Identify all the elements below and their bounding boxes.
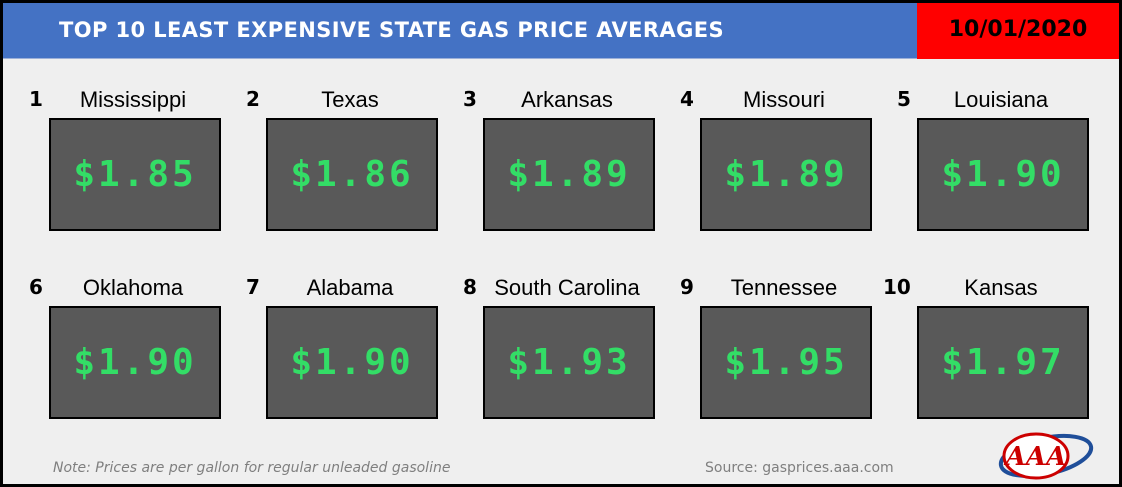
price-card: 2 Texas $1.86 (246, 87, 438, 277)
price-value: $1.95 (724, 342, 848, 383)
rank-number: 3 (463, 87, 477, 111)
svg-text:AAA: AAA (1003, 442, 1067, 472)
price-value: $1.90 (73, 342, 197, 383)
price-card: 10 Kansas $1.97 (883, 275, 1089, 465)
price-display: $1.86 (266, 118, 438, 231)
state-name: South Carolina (494, 275, 640, 300)
price-display: $1.93 (483, 306, 655, 419)
rank-number: 5 (897, 87, 911, 111)
rank-number: 6 (29, 275, 43, 299)
price-display: $1.89 (700, 118, 872, 231)
page-title: TOP 10 LEAST EXPENSIVE STATE GAS PRICE A… (59, 18, 724, 42)
state-name: Oklahoma (82, 275, 184, 300)
price-value: $1.90 (290, 342, 414, 383)
date-label: 10/01/2020 (948, 17, 1088, 42)
price-card: 9 Tennessee $1.95 (680, 275, 872, 465)
price-value: $1.86 (290, 154, 414, 195)
price-card: 7 Alabama $1.90 (246, 275, 438, 465)
price-value: $1.97 (941, 342, 1065, 383)
price-card: 5 Louisiana $1.90 (897, 87, 1089, 277)
price-display: $1.90 (49, 306, 221, 419)
price-value: $1.89 (507, 154, 631, 195)
rank-number: 1 (29, 87, 43, 111)
price-card: 6 Oklahoma $1.90 (29, 275, 221, 465)
state-name: Louisiana (953, 87, 1049, 112)
price-value: $1.90 (941, 154, 1065, 195)
price-display: $1.90 (917, 118, 1089, 231)
price-card: 4 Missouri $1.89 (680, 87, 872, 277)
price-display: $1.89 (483, 118, 655, 231)
state-name: Mississippi (79, 87, 187, 112)
footnote: Note: Prices are per gallon for regular … (53, 460, 451, 476)
price-card: 8 South Carolina $1.93 (463, 275, 655, 465)
rank-number: 4 (680, 87, 694, 111)
state-name: Arkansas (521, 87, 613, 112)
state-name: Texas (321, 87, 379, 112)
header: TOP 10 LEAST EXPENSIVE STATE GAS PRICE A… (3, 3, 1119, 59)
source-credit: Source: gasprices.aaa.com (705, 460, 894, 476)
price-display: $1.90 (266, 306, 438, 419)
state-name: Missouri (743, 87, 825, 112)
aaa-logo-icon: AAA (998, 432, 1094, 480)
price-value: $1.85 (73, 154, 197, 195)
state-name: Kansas (964, 275, 1038, 300)
price-card: 1 Mississippi $1.85 (29, 87, 221, 277)
state-name: Tennessee (730, 275, 838, 300)
title-bar: TOP 10 LEAST EXPENSIVE STATE GAS PRICE A… (3, 3, 917, 59)
state-name: Alabama (306, 275, 394, 300)
date-badge: 10/01/2020 (917, 3, 1119, 59)
rank-number: 9 (680, 275, 694, 299)
price-value: $1.89 (724, 154, 848, 195)
price-card: 3 Arkansas $1.89 (463, 87, 655, 277)
price-value: $1.93 (507, 342, 631, 383)
price-display: $1.85 (49, 118, 221, 231)
rank-number: 10 (883, 275, 911, 299)
price-display: $1.95 (700, 306, 872, 419)
rank-number: 2 (246, 87, 260, 111)
price-display: $1.97 (917, 306, 1089, 419)
rank-number: 8 (463, 275, 477, 299)
rank-number: 7 (246, 275, 260, 299)
